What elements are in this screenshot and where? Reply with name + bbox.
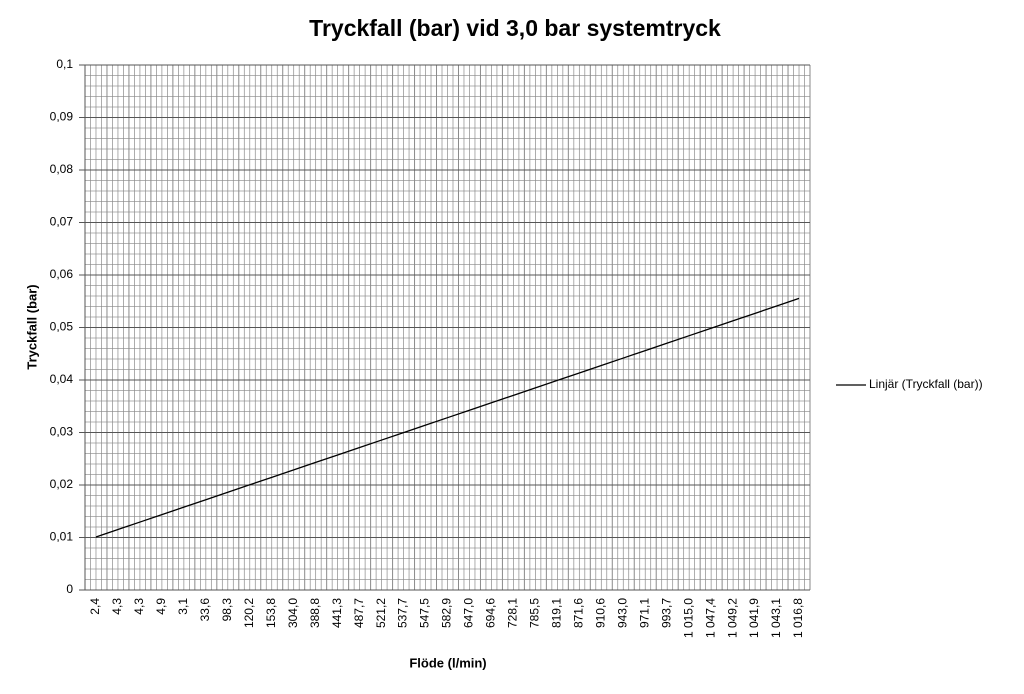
x-tick-label: 4,3 (110, 598, 124, 615)
x-tick-label: 120,2 (242, 598, 256, 628)
x-tick-label: 1 016,8 (791, 598, 805, 638)
y-tick-label: 0,1 (56, 57, 73, 71)
x-tick-label: 694,6 (484, 598, 498, 628)
x-tick-label: 153,8 (264, 598, 278, 628)
x-tick-label: 582,9 (440, 598, 454, 628)
x-tick-label: 537,7 (396, 598, 410, 628)
y-tick-label: 0 (66, 582, 73, 596)
y-tick-label: 0,09 (50, 110, 74, 124)
x-tick-label: 4,9 (154, 598, 168, 615)
y-axis-title: Tryckfall (bar) (24, 284, 39, 369)
x-tick-label: 910,6 (593, 598, 607, 628)
y-tick-label: 0,02 (50, 477, 74, 491)
x-tick-label: 2,4 (88, 598, 102, 615)
x-tick-label: 547,5 (418, 598, 432, 628)
x-tick-label: 98,3 (220, 598, 234, 622)
x-tick-label: 819,1 (550, 598, 564, 628)
x-tick-label: 304,0 (286, 598, 300, 628)
x-tick-label: 4,3 (132, 598, 146, 615)
x-tick-label: 487,7 (352, 598, 366, 628)
x-tick-label: 993,7 (659, 598, 673, 628)
y-tick-label: 0,06 (50, 267, 74, 281)
x-tick-label: 1 047,4 (703, 598, 717, 638)
x-tick-label: 871,6 (571, 598, 585, 628)
x-axis-title: Flöde (l/min) (409, 655, 486, 670)
legend-label: Linjär (Tryckfall (bar)) (869, 377, 983, 391)
x-tick-label: 1 049,2 (725, 598, 739, 638)
x-tick-label: 728,1 (506, 598, 520, 628)
x-tick-label: 33,6 (198, 598, 212, 622)
y-tick-label: 0,08 (50, 162, 74, 176)
x-tick-label: 971,1 (637, 598, 651, 628)
x-tick-label: 647,0 (462, 598, 476, 628)
x-tick-label: 943,0 (615, 598, 629, 628)
x-tick-label: 441,3 (330, 598, 344, 628)
y-tick-label: 0,07 (50, 215, 74, 229)
y-tick-label: 0,01 (50, 530, 74, 544)
x-tick-label: 1 043,1 (769, 598, 783, 638)
y-tick-label: 0,05 (50, 320, 74, 334)
x-tick-label: 785,5 (528, 598, 542, 628)
x-tick-label: 521,2 (374, 598, 388, 628)
x-tick-label: 388,8 (308, 598, 322, 628)
x-tick-label: 3,1 (176, 598, 190, 615)
x-tick-label: 1 041,9 (747, 598, 761, 638)
y-tick-label: 0,03 (50, 425, 74, 439)
trend-line (95, 297, 800, 538)
y-tick-label: 0,04 (50, 372, 74, 386)
chart-title: Tryckfall (bar) vid 3,0 bar systemtryck (309, 15, 721, 41)
x-tick-label: 1 015,0 (681, 598, 695, 638)
